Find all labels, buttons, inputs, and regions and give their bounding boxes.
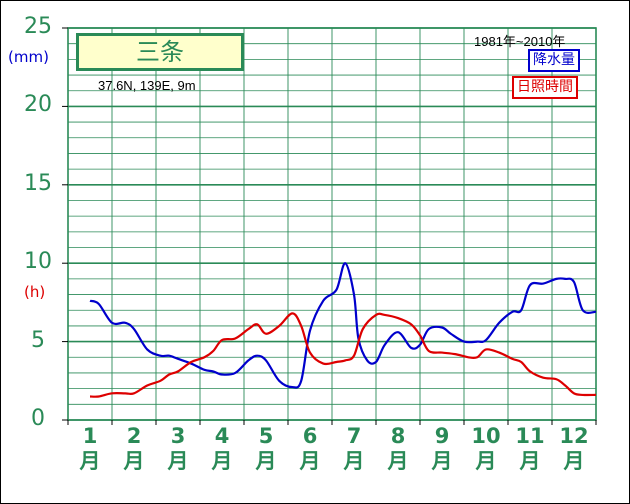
month-unit: 月 xyxy=(387,449,409,473)
y-tick-label: 25 xyxy=(24,14,52,39)
y-tick-label: 20 xyxy=(24,92,52,118)
month-number: 6 xyxy=(302,424,318,448)
month-number: 2 xyxy=(126,424,142,448)
month-unit: 月 xyxy=(563,449,585,473)
month-number: 3 xyxy=(170,424,186,448)
month-unit: 月 xyxy=(299,449,321,473)
month-number: 9 xyxy=(434,424,450,448)
month-number: 7 xyxy=(346,424,362,448)
month-unit: 月 xyxy=(167,449,189,473)
legend-precip: 降水量 xyxy=(528,49,580,72)
legend-sunshine: 日照時間 xyxy=(512,76,578,99)
month-number: 12 xyxy=(559,424,589,448)
month-number: 1 xyxy=(82,424,98,448)
month-unit: 月 xyxy=(343,449,365,473)
month-number: 8 xyxy=(390,424,406,448)
month-label: 11 月 xyxy=(515,424,545,474)
station-coordinates: 37.6N, 139E, 9m xyxy=(98,78,196,93)
y-tick-label: 0 xyxy=(31,406,45,431)
sunshine-series-line xyxy=(89,312,597,398)
month-unit: 月 xyxy=(79,449,101,473)
month-unit: 月 xyxy=(519,449,541,473)
y-tick-label: 5 xyxy=(31,327,45,353)
station-title: 三条 xyxy=(76,33,244,71)
month-unit: 月 xyxy=(475,449,497,473)
month-label: 10 月 xyxy=(471,424,501,474)
period-label: 1981年~2010年 xyxy=(474,34,566,49)
month-number: 4 xyxy=(214,424,230,448)
month-unit: 月 xyxy=(123,449,145,473)
precip-series-line xyxy=(89,262,597,389)
month-number: 5 xyxy=(258,424,274,448)
month-number: 11 xyxy=(515,424,545,448)
month-unit: 月 xyxy=(431,449,453,473)
month-label: 12 月 xyxy=(559,424,589,474)
y-tick-label: 15 xyxy=(24,170,52,196)
month-unit: 月 xyxy=(211,449,233,473)
precip-unit-label: (mm) xyxy=(8,48,49,66)
month-number: 10 xyxy=(471,424,501,448)
sunshine-unit-label: (h) xyxy=(24,283,46,301)
y-tick-label: 10 xyxy=(24,249,52,275)
month-unit: 月 xyxy=(255,449,277,473)
